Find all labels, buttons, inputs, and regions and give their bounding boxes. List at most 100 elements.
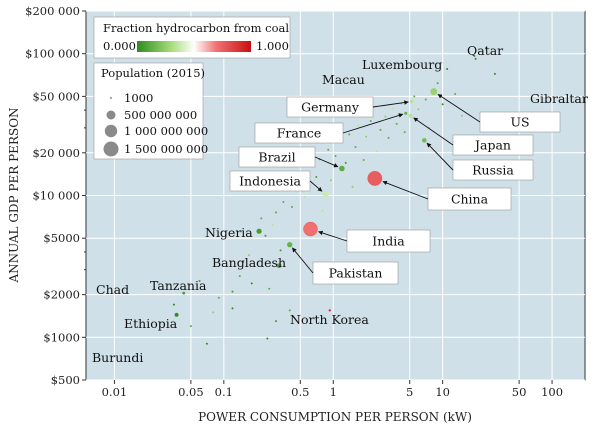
label-north-korea: North Korea: [290, 312, 369, 327]
country-point-tanzania: [182, 291, 186, 295]
country-point: [275, 320, 278, 323]
size-legend-label: 1000: [124, 91, 153, 105]
country-point: [354, 145, 357, 148]
country-point: [334, 154, 337, 157]
country-point: [424, 98, 427, 101]
label-arrow-us: [437, 93, 481, 123]
label-arrow-india: [318, 230, 348, 242]
colorbar-gradient: [137, 41, 251, 52]
label-india: India: [372, 234, 405, 249]
country-point: [260, 217, 263, 220]
x-tick-label: 1: [330, 385, 337, 399]
size-legend-marker: [103, 141, 119, 157]
country-point: [288, 309, 291, 312]
grid-lines: [86, 10, 585, 381]
size-legend-marker: [104, 124, 118, 138]
size-legend-label: 1 500 000 000: [124, 142, 208, 156]
country-point: [282, 200, 285, 203]
country-point: [384, 115, 387, 118]
colorbar-min-label: 0.000: [103, 39, 136, 53]
country-point: [348, 133, 351, 136]
x-tick-label: 10: [435, 385, 450, 399]
label-arrow-indonesia: [309, 180, 323, 192]
size-legend-title: Population (2015): [101, 66, 205, 80]
country-point: [329, 179, 332, 182]
label-arrow-russia: [426, 142, 454, 171]
label-chad: Chad: [96, 282, 129, 297]
country-point: [327, 148, 330, 151]
country-point: [217, 296, 220, 299]
x-tick-label: 0.05: [178, 385, 204, 399]
country-point: [375, 150, 378, 153]
country-point: [321, 209, 324, 212]
label-china: China: [451, 192, 489, 207]
country-point: [242, 260, 245, 263]
country-point: [344, 161, 347, 164]
country-point: [212, 311, 215, 314]
country-point: [362, 158, 365, 161]
country-point: [493, 72, 496, 75]
country-point: [266, 337, 269, 340]
country-point: [238, 275, 241, 278]
y-tick-label: $20 000: [32, 146, 80, 160]
country-point-north-korea: [328, 309, 332, 312]
x-tick-label: 50: [512, 385, 527, 399]
country-point-indonesia: [322, 191, 329, 198]
country-point: [291, 205, 294, 208]
country-point: [248, 254, 251, 257]
country-point: [441, 103, 444, 106]
x-tick-label: 0.1: [215, 385, 233, 399]
data-points: [172, 46, 496, 345]
label-gibraltar: Gibraltar: [530, 91, 588, 106]
x-tick-label: 0.5: [291, 385, 309, 399]
y-axis-label: ANNUAL GDP PER PERSON: [7, 107, 21, 283]
y-tick-label: $500: [51, 373, 80, 387]
size-legend-marker: [106, 110, 116, 120]
country-point: [275, 211, 278, 214]
country-point-india: [303, 221, 318, 237]
country-point: [387, 136, 390, 139]
y-tick-label: $5000: [43, 231, 80, 245]
country-point: [474, 57, 477, 60]
country-point: [365, 135, 368, 138]
size-legend-label: 1 000 000 000: [124, 124, 208, 138]
country-point-nigeria: [256, 228, 262, 234]
country-point: [460, 114, 463, 117]
country-point: [231, 290, 234, 293]
country-point: [446, 67, 449, 70]
country-point-japan: [408, 113, 413, 118]
label-burundi: Burundi: [92, 350, 143, 365]
country-point: [231, 307, 234, 310]
legend: Fraction hydrocarbon from coal 0.000 1.000…: [93, 16, 291, 160]
colorbar-title: Fraction hydrocarbon from coal: [103, 21, 289, 35]
country-point: [264, 234, 267, 237]
label-arrow-china: [382, 180, 429, 200]
country-point: [357, 124, 360, 127]
country-point: [315, 176, 318, 179]
label-macau: Macau: [322, 72, 365, 87]
label-brazil: Brazil: [258, 150, 295, 165]
country-point: [189, 325, 192, 328]
country-point: [279, 249, 282, 252]
country-point: [417, 108, 420, 111]
y-tick-label: $10 000: [32, 189, 80, 203]
size-legend-label: 500 000 000: [124, 108, 197, 122]
country-point-china: [367, 170, 383, 186]
country-point: [271, 223, 274, 226]
country-point: [198, 279, 201, 282]
axis-ticks: 0.01 0.05 0.1 0.5 1 5 10 50 100 $500 $1000 $2000 $50…: [25, 4, 563, 399]
label-bangladesh: Bangladesh: [212, 255, 286, 270]
country-point: [172, 303, 175, 306]
label-qatar: Qatar: [467, 43, 503, 58]
country-point-france: [404, 111, 408, 115]
country-point: [268, 287, 271, 290]
country-point-russia: [421, 137, 427, 143]
label-arrow-pakistan: [291, 247, 314, 274]
country-point: [205, 342, 208, 345]
country-point: [403, 131, 406, 134]
country-point: [391, 107, 394, 110]
y-tick-label: $1000: [43, 330, 80, 344]
country-point: [250, 282, 253, 285]
x-tick-label: 5: [406, 385, 413, 399]
country-point: [436, 82, 439, 85]
